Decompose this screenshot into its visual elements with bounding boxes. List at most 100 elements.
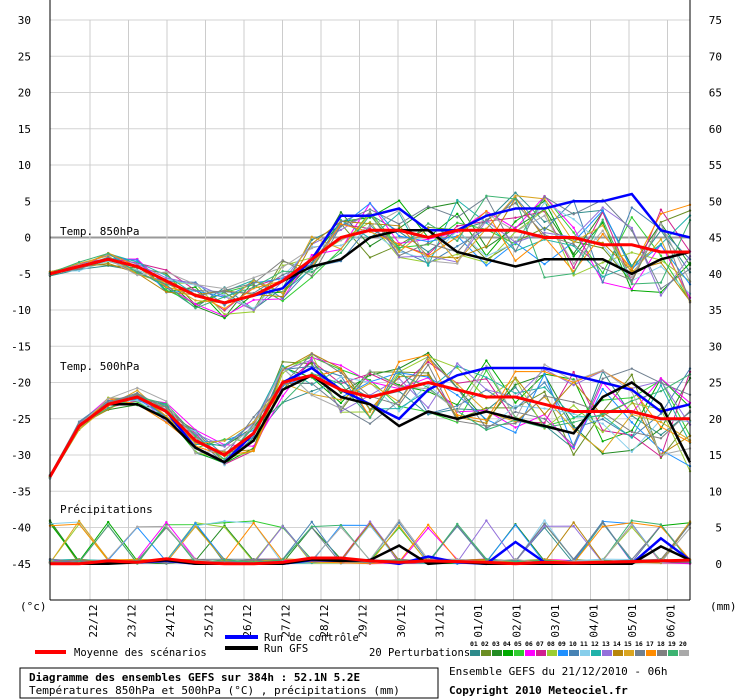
pert-number: 06 bbox=[525, 640, 533, 648]
right-tick-label: 30 bbox=[709, 340, 722, 353]
perturbation-point bbox=[601, 387, 604, 391]
perturbation-point bbox=[252, 521, 255, 525]
perturbation-point bbox=[514, 560, 517, 563]
left-tick-label: 5 bbox=[24, 195, 31, 208]
perturbation-point bbox=[630, 206, 634, 209]
main-series-lines bbox=[48, 192, 692, 566]
perturbation-point bbox=[543, 421, 546, 425]
perturbation-point bbox=[397, 254, 401, 257]
perturbation-point bbox=[659, 433, 663, 437]
perturbation-point bbox=[339, 375, 343, 379]
perturbation-point bbox=[601, 422, 604, 425]
perturbation-point bbox=[572, 524, 575, 528]
perturbation-point bbox=[630, 373, 634, 376]
perturbation-point bbox=[601, 413, 604, 416]
perturbation-point bbox=[543, 201, 546, 204]
perturbation-point bbox=[659, 281, 663, 284]
perturbation-point bbox=[426, 371, 430, 375]
perturbation-point bbox=[339, 561, 343, 565]
perturbation-point bbox=[368, 382, 372, 385]
pert-number: 05 bbox=[514, 640, 522, 648]
perturbation-point bbox=[572, 231, 575, 234]
perturbation-point bbox=[601, 525, 604, 528]
perturbation-point bbox=[601, 271, 604, 275]
right-tick-label: 5 bbox=[715, 522, 722, 535]
perturbation-point bbox=[630, 282, 634, 286]
perturbation-point bbox=[659, 453, 663, 457]
perturbation-point bbox=[310, 267, 314, 271]
perturbation-point bbox=[456, 409, 459, 412]
perturbation-point bbox=[456, 404, 459, 408]
perturbation-point bbox=[659, 455, 663, 458]
perturbation-point bbox=[223, 295, 226, 299]
perturbation-point bbox=[136, 262, 139, 266]
perturbation-point bbox=[426, 523, 430, 526]
perturbation-point bbox=[630, 226, 634, 230]
legend: Run de contrôle Run GFS Moyenne des scén… bbox=[35, 632, 689, 659]
perturbation-point bbox=[485, 212, 488, 215]
perturbation-point bbox=[543, 522, 546, 525]
perturbation-color-legend: 01 02 03 04 05 06 07 08 09 10 11 12 13 14 15 16 17 18 19 20 bbox=[470, 640, 689, 656]
perturbation-point bbox=[659, 448, 663, 452]
perturbation-line bbox=[49, 360, 691, 478]
perturbation-point bbox=[456, 245, 459, 248]
perturbation-point bbox=[514, 401, 517, 404]
chart-copyright: Copyright 2010 Meteociel.fr bbox=[449, 684, 628, 697]
x-tick-label: 04/01 bbox=[588, 604, 601, 637]
perturbation-point bbox=[165, 402, 168, 406]
perturbation-point bbox=[543, 394, 546, 398]
perturbation-point bbox=[630, 450, 634, 454]
perturbation-point bbox=[456, 256, 459, 260]
perturbation-point bbox=[339, 247, 343, 251]
perturbation-point bbox=[136, 389, 139, 392]
perturbation-point bbox=[630, 430, 634, 434]
perturbation-point bbox=[485, 364, 488, 368]
right-tick-label: 25 bbox=[709, 377, 722, 390]
perturbation-point bbox=[281, 273, 284, 276]
perturbation-point bbox=[106, 520, 110, 524]
perturbation-point bbox=[659, 208, 663, 211]
right-tick-label: 60 bbox=[709, 123, 722, 136]
perturbation-point bbox=[485, 261, 488, 264]
perturbation-point bbox=[426, 259, 430, 263]
legend-mean-label: Moyenne des scénarios bbox=[74, 647, 207, 659]
perturbation-point bbox=[397, 250, 401, 254]
perturbation-point bbox=[601, 206, 604, 209]
perturbation-point bbox=[136, 525, 139, 528]
perturbation-point bbox=[514, 220, 517, 223]
perturbation-point bbox=[630, 229, 634, 232]
perturbation-point bbox=[223, 307, 226, 310]
x-tick-label: 25/12 bbox=[203, 604, 216, 637]
perturbation-point bbox=[426, 363, 430, 366]
legend-control-label: Run de contrôle bbox=[264, 632, 359, 644]
perturbation-point bbox=[368, 520, 372, 523]
perturbation-point bbox=[339, 407, 343, 410]
perturbation-point bbox=[165, 270, 168, 274]
perturbation-point bbox=[136, 391, 139, 395]
perturbation-point bbox=[397, 524, 401, 527]
perturbation-point bbox=[223, 558, 226, 562]
pert-swatch bbox=[481, 650, 491, 656]
perturbation-point bbox=[136, 260, 139, 264]
perturbation-point bbox=[630, 279, 634, 282]
x-tick-label: 28/12 bbox=[318, 604, 331, 637]
perturbation-point bbox=[601, 224, 604, 227]
perturbation-point bbox=[194, 452, 197, 455]
perturbation-point bbox=[601, 452, 604, 455]
right-tick-label: 45 bbox=[709, 232, 722, 245]
perturbation-point bbox=[106, 397, 110, 400]
perturbation-point bbox=[485, 255, 488, 258]
perturbation-point bbox=[659, 294, 663, 297]
pert-swatch bbox=[602, 650, 612, 656]
perturbation-point bbox=[456, 253, 459, 256]
perturbation-point bbox=[572, 243, 575, 246]
perturbation-line bbox=[49, 522, 691, 565]
perturbation-point bbox=[397, 375, 401, 379]
perturbation-point bbox=[426, 222, 430, 225]
perturbation-point bbox=[572, 255, 575, 258]
perturbation-point bbox=[426, 406, 430, 409]
perturbation-point bbox=[543, 276, 546, 279]
perturbation-point bbox=[572, 218, 575, 221]
perturbation-line bbox=[49, 522, 691, 564]
left-tick-label: 20 bbox=[18, 87, 31, 100]
